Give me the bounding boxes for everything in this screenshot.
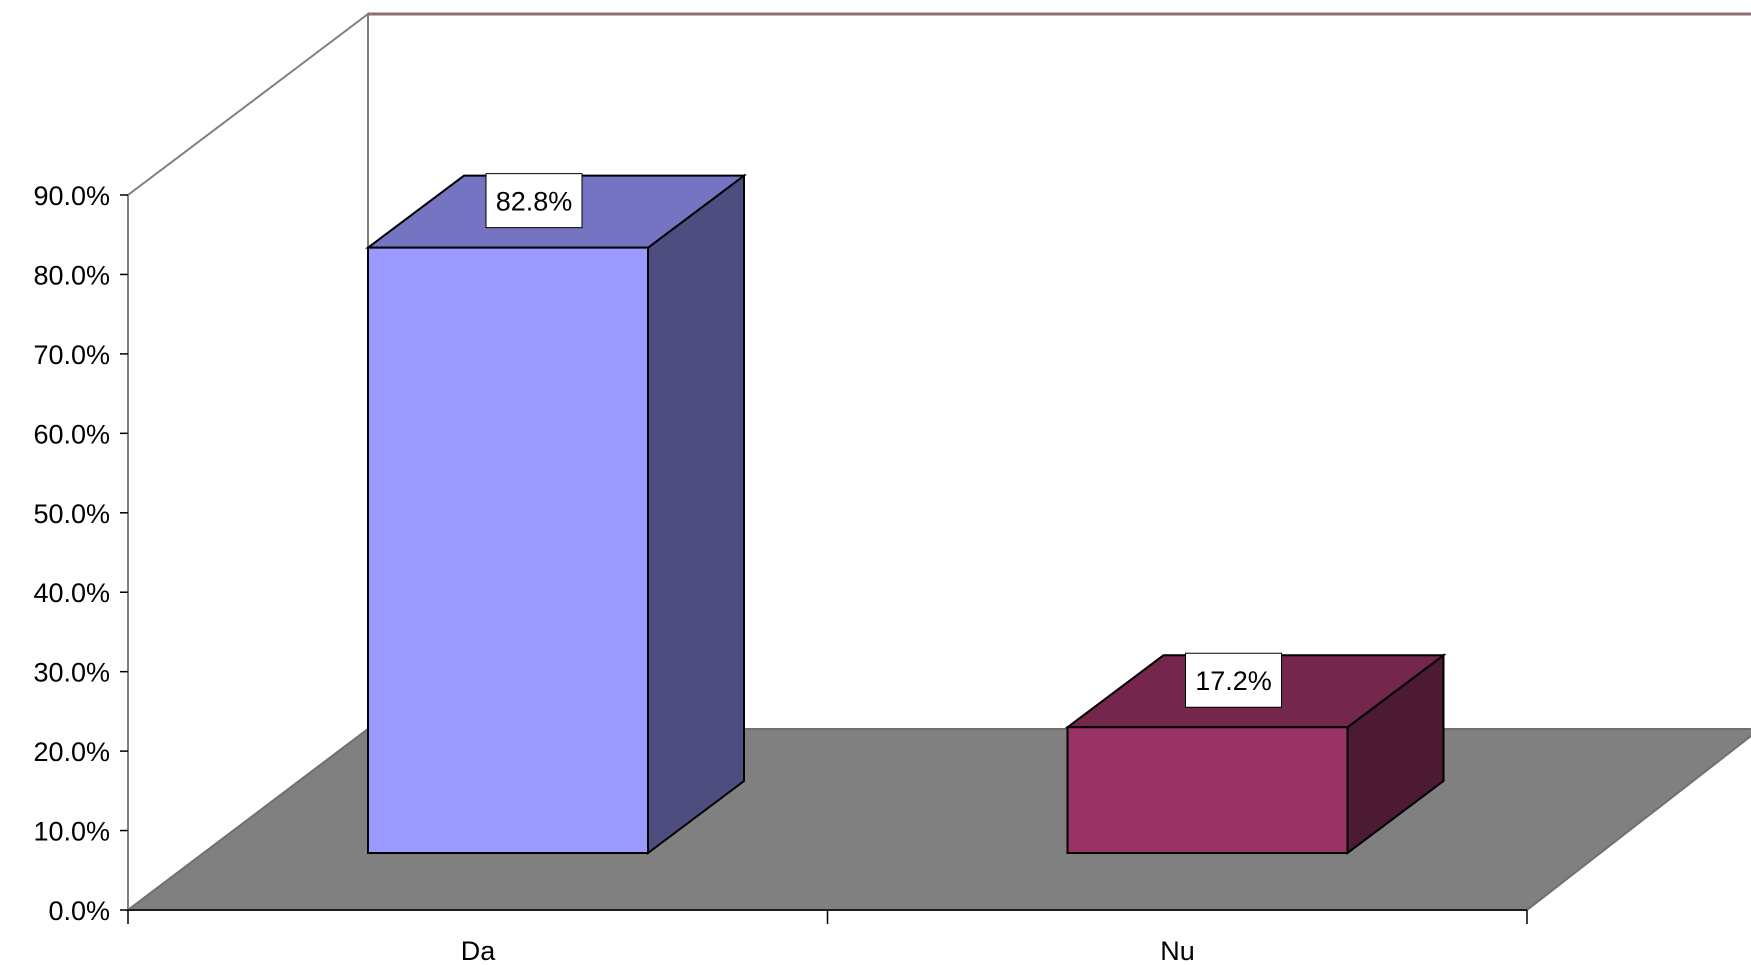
data-label-box (1185, 652, 1282, 708)
bar-nu (1066, 726, 1349, 855)
category-label: Nu (1160, 936, 1195, 965)
y-tick-label: 90.0% (33, 181, 110, 211)
y-tick-label: 70.0% (33, 340, 110, 370)
y-tick-label: 40.0% (33, 578, 110, 608)
data-label: 82.8% (496, 187, 573, 217)
bar-side-da (647, 173, 745, 855)
y-tick-label: 10.0% (33, 817, 110, 847)
bar-da (367, 246, 649, 854)
y-tick-label: 80.0% (33, 260, 110, 290)
y-tick-label: 20.0% (33, 737, 110, 767)
data-label-box (485, 173, 583, 229)
y-tick-label: 60.0% (33, 419, 110, 449)
y-tick-label: 50.0% (33, 499, 110, 529)
data-label: 17.2% (1195, 666, 1272, 696)
y-tick-label: 0.0% (48, 896, 110, 926)
y-tick-label: 30.0% (33, 658, 110, 688)
category-label: Da (461, 936, 496, 965)
